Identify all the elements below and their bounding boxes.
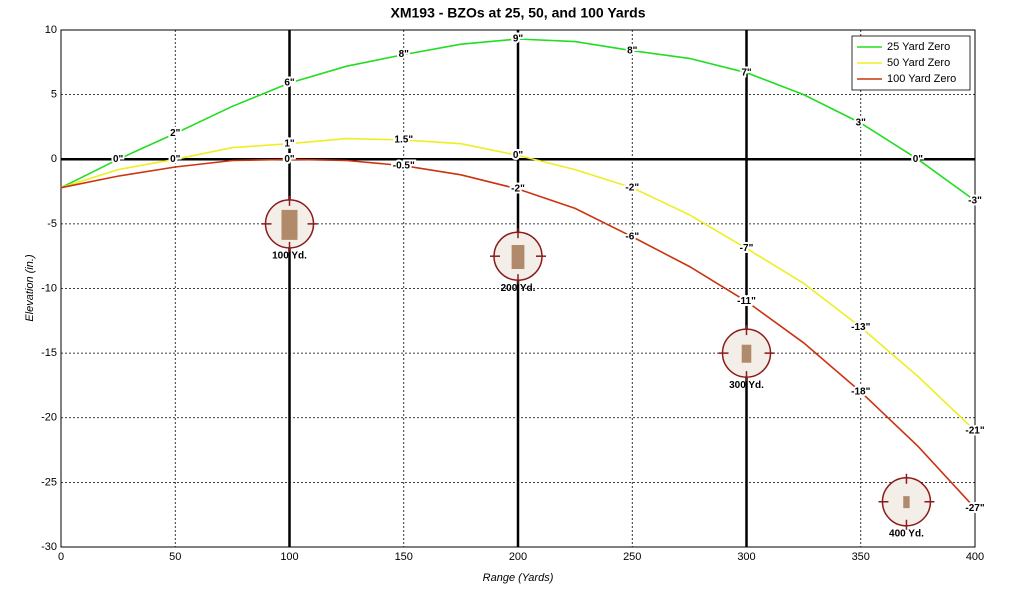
data-label: 8" (399, 49, 410, 60)
scope-target (718, 325, 775, 382)
y-tick-label: -30 (41, 541, 57, 553)
x-tick-label: 250 (623, 551, 641, 563)
y-tick-label: 0 (51, 153, 57, 165)
data-label: 3" (856, 118, 867, 129)
data-label: -2" (625, 182, 639, 193)
scope-target (261, 195, 318, 252)
y-tick-label: 10 (45, 24, 57, 36)
x-tick-label: 0 (58, 551, 64, 563)
annotation: 300 Yd. (729, 380, 764, 391)
data-label: -3" (968, 195, 982, 206)
x-axis-label: Range (Yards) (483, 572, 554, 584)
annotation: 400 Yd. (889, 528, 924, 539)
annotation: 100 Yd. (272, 251, 307, 262)
target-figure (903, 496, 910, 509)
data-label: 9" (513, 34, 524, 45)
y-axis-label: Elevation (in.) (24, 254, 36, 322)
data-label: 8" (627, 45, 638, 56)
x-tick-label: 200 (509, 551, 527, 563)
data-label: 0" (513, 150, 524, 161)
data-label: -18" (851, 387, 870, 398)
data-label: 7" (741, 67, 752, 78)
y-tick-label: -5 (47, 218, 57, 230)
data-label: -7" (740, 243, 754, 254)
data-label: 0" (913, 154, 924, 165)
data-label: -2" (511, 184, 525, 195)
y-tick-label: -20 (41, 412, 57, 424)
x-tick-label: 100 (280, 551, 298, 563)
y-tick-label: -25 (41, 476, 57, 488)
x-tick-label: 350 (852, 551, 870, 563)
data-label: -0.5" (393, 160, 415, 171)
annotation: 200 Yd. (501, 283, 536, 294)
data-label: -11" (737, 296, 756, 307)
y-tick-label: 5 (51, 89, 57, 101)
data-label: 1.5" (394, 135, 413, 146)
target-figure (281, 209, 298, 240)
x-tick-label: 50 (169, 551, 181, 563)
data-label: 1" (284, 138, 295, 149)
legend-label: 100 Yard Zero (887, 73, 956, 85)
legend-label: 25 Yard Zero (887, 41, 950, 53)
data-label: 6" (284, 78, 295, 89)
x-tick-label: 400 (966, 551, 984, 563)
series-line (60, 158, 976, 509)
data-label: -13" (851, 322, 870, 333)
scope-target (878, 473, 935, 530)
series-line (60, 137, 976, 432)
x-tick-label: 150 (395, 551, 413, 563)
target-figure (511, 244, 525, 269)
data-label: 0" (170, 154, 181, 165)
axes-box (60, 29, 976, 548)
legend-label: 50 Yard Zero (887, 57, 950, 69)
data-label: -6" (625, 231, 639, 242)
target-figure (741, 344, 752, 363)
data-label: -21" (965, 425, 984, 436)
scope-target (490, 228, 546, 285)
data-label: -27" (965, 503, 984, 514)
data-label: 2" (170, 128, 181, 139)
x-tick-label: 300 (737, 551, 755, 563)
data-label: 0" (113, 154, 124, 165)
series-line (60, 38, 976, 202)
chart-title: XM193 - BZOs at 25, 50, and 100 Yards (391, 5, 646, 21)
y-tick-label: -10 (41, 282, 57, 294)
y-tick-label: -15 (41, 347, 57, 359)
data-label: 0" (284, 154, 295, 165)
